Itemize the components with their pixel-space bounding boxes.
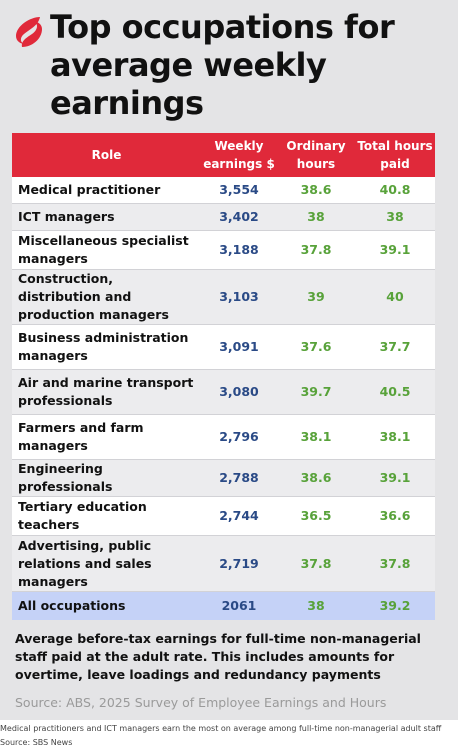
total-hours-cell: 37.7 <box>355 325 435 370</box>
ordinary-hours-cell: 38 <box>277 592 355 620</box>
table-row: Farmers and farm managers 2,796 38.1 38.1 <box>12 415 435 460</box>
image-caption: Medical practitioners and ICT managers e… <box>0 724 442 733</box>
role-cell: Advertising, public relations and sales … <box>12 536 201 592</box>
total-hours-cell: 40.5 <box>355 370 435 415</box>
ordinary-hours-cell: 38.6 <box>277 460 355 497</box>
weekly-earnings-cell: 2061 <box>201 592 277 620</box>
weekly-earnings-cell: 3,103 <box>201 270 277 325</box>
page-title: Top occupations for average weekly earni… <box>50 8 395 122</box>
footnote: Average before-tax earnings for full-tim… <box>15 631 421 682</box>
role-cell: ICT managers <box>12 204 201 231</box>
table-row: ICT managers 3,402 38 38 <box>12 204 435 231</box>
total-hours-cell: 40.8 <box>355 177 435 204</box>
column-header-role: Role <box>12 133 201 177</box>
role-cell: Air and marine transport professionals <box>12 370 201 415</box>
table-row: Engineering professionals 2,788 38.6 39.1 <box>12 460 435 497</box>
total-hours-cell: 38.1 <box>355 415 435 460</box>
role-cell: Miscellaneous specialist managers <box>12 231 201 270</box>
total-hours-cell: 40 <box>355 270 435 325</box>
role-cell: Business administration managers <box>12 325 201 370</box>
ordinary-hours-cell: 38 <box>277 204 355 231</box>
table-row: Advertising, public relations and sales … <box>12 536 435 592</box>
total-hours-cell: 39.2 <box>355 592 435 620</box>
weekly-earnings-cell: 2,796 <box>201 415 277 460</box>
table-header-row: Role Weekly earnings $ Ordinary hours To… <box>12 133 435 177</box>
column-header-weekly-earnings: Weekly earnings $ <box>201 133 277 177</box>
sbs-logo-icon <box>16 17 42 47</box>
total-hours-cell: 38 <box>355 204 435 231</box>
ordinary-hours-cell: 38.1 <box>277 415 355 460</box>
infographic-card: Top occupations for average weekly earni… <box>0 0 458 720</box>
total-hours-cell: 36.6 <box>355 497 435 536</box>
ordinary-hours-cell: 37.6 <box>277 325 355 370</box>
weekly-earnings-cell: 2,719 <box>201 536 277 592</box>
role-cell: Engineering professionals <box>12 460 201 497</box>
weekly-earnings-cell: 2,744 <box>201 497 277 536</box>
total-hours-cell: 39.1 <box>355 460 435 497</box>
data-source: Source: ABS, 2025 Survey of Employee Ear… <box>15 695 387 710</box>
table-row: Construction, distribution and productio… <box>12 270 435 325</box>
role-cell: All occupations <box>12 592 201 620</box>
total-hours-cell: 39.1 <box>355 231 435 270</box>
weekly-earnings-cell: 3,091 <box>201 325 277 370</box>
table-row: Tertiary education teachers 2,744 36.5 36.6 <box>12 497 435 536</box>
weekly-earnings-cell: 3,402 <box>201 204 277 231</box>
table-row: Medical practitioner 3,554 38.6 40.8 <box>12 177 435 204</box>
table-row: Air and marine transport professionals 3,… <box>12 370 435 415</box>
ordinary-hours-cell: 39 <box>277 270 355 325</box>
image-credit: Source: SBS News <box>0 738 73 747</box>
role-cell: Construction, distribution and productio… <box>12 270 201 325</box>
ordinary-hours-cell: 39.7 <box>277 370 355 415</box>
total-hours-cell: 37.8 <box>355 536 435 592</box>
earnings-table: Role Weekly earnings $ Ordinary hours To… <box>12 133 435 620</box>
table-row: Miscellaneous specialist managers 3,188 37… <box>12 231 435 270</box>
ordinary-hours-cell: 37.8 <box>277 536 355 592</box>
weekly-earnings-cell: 3,080 <box>201 370 277 415</box>
role-cell: Medical practitioner <box>12 177 201 204</box>
role-cell: Farmers and farm managers <box>12 415 201 460</box>
column-header-ordinary-hours: Ordinary hours <box>277 133 355 177</box>
ordinary-hours-cell: 37.8 <box>277 231 355 270</box>
total-row: All occupations 2061 38 39.2 <box>12 592 435 620</box>
table-row: Business administration managers 3,091 37.… <box>12 325 435 370</box>
weekly-earnings-cell: 2,788 <box>201 460 277 497</box>
column-header-total-hours: Total hours paid <box>355 133 435 177</box>
weekly-earnings-cell: 3,188 <box>201 231 277 270</box>
ordinary-hours-cell: 38.6 <box>277 177 355 204</box>
role-cell: Tertiary education teachers <box>12 497 201 536</box>
weekly-earnings-cell: 3,554 <box>201 177 277 204</box>
ordinary-hours-cell: 36.5 <box>277 497 355 536</box>
